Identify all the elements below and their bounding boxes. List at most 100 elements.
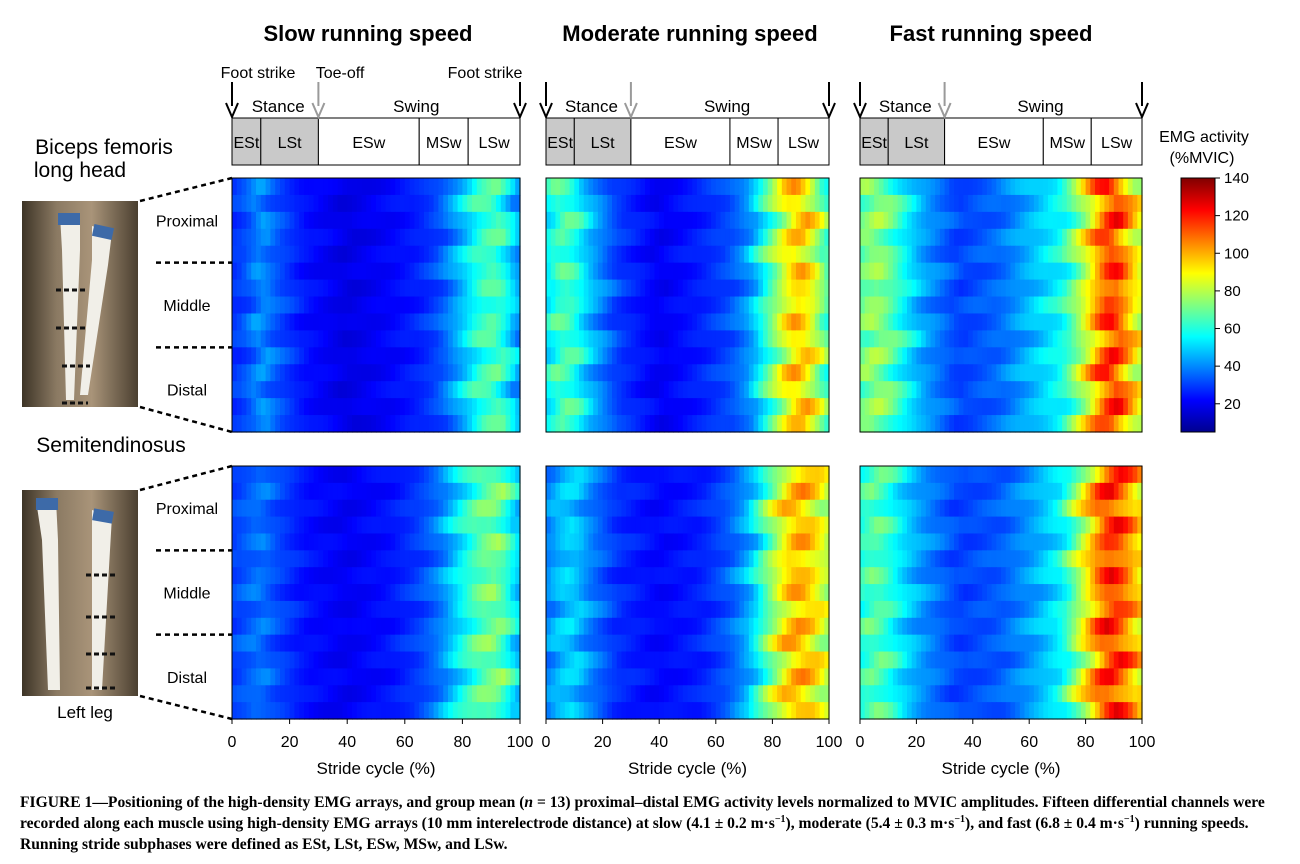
- x-tick-label: 100: [816, 734, 843, 751]
- region-label-proximal: Proximal: [156, 501, 218, 518]
- subphase-label-msw: MSw: [1049, 135, 1085, 152]
- photo-label-left-leg: Left leg: [57, 703, 113, 722]
- heatmap-semitendinosus-slow: [231, 465, 521, 720]
- x-tick-label: 20: [281, 734, 299, 751]
- leg-photo-bottom: [22, 490, 138, 696]
- x-tick-label: 20: [594, 734, 612, 751]
- toe-off-arrow: [937, 82, 952, 120]
- figure-caption: FIGURE 1—Positioning of the high-density…: [20, 794, 1265, 853]
- region-label-proximal: Proximal: [156, 213, 218, 230]
- x-tick-label: 0: [542, 734, 551, 751]
- colorbar: [1180, 177, 1216, 433]
- subphase-label-est: ESt: [234, 135, 260, 152]
- subphase-box-msw: [1042, 117, 1092, 166]
- colorbar-title-line1: EMG activity: [1159, 129, 1249, 146]
- subphase-box-msw: [729, 117, 779, 166]
- foot-strike-label-start: Foot strike: [221, 65, 296, 82]
- x-axis-1: 0 20 40 60 80 100 Stride cycle (%): [542, 719, 843, 778]
- x-axis-0: 0 20 40 60 80 100 Stride cycle (%): [228, 719, 534, 778]
- x-tick-label: 20: [908, 734, 926, 751]
- heatmap-biceps-moderate: [545, 177, 830, 433]
- x-tick-label: 80: [1077, 734, 1095, 751]
- stance-label: Stance: [879, 97, 932, 116]
- swing-label: Swing: [1017, 97, 1063, 116]
- x-axis-label: Stride cycle (%): [941, 759, 1060, 778]
- subphase-label-lst: LSt: [591, 135, 616, 152]
- region-label-middle: Middle: [163, 298, 210, 315]
- connector-bottom-lower: [139, 694, 233, 721]
- subphase-box-lsw: [467, 117, 521, 166]
- x-tick-label: 0: [856, 734, 865, 751]
- phase-header-1: ESt LSt ESw MSw LSw Stance Swing: [539, 82, 836, 166]
- x-tick-label: 80: [454, 734, 472, 751]
- x-tick-label: 40: [964, 734, 982, 751]
- speed-title-fast: Fast running speed: [890, 21, 1093, 46]
- heatmap-panels: [231, 177, 1143, 720]
- swing-label: Swing: [704, 97, 750, 116]
- foot-strike-arrow-end: [822, 82, 836, 120]
- speed-title-moderate: Moderate running speed: [562, 21, 817, 46]
- foot-strike-arrow-end: [513, 82, 527, 120]
- heatmap-semitendinosus-moderate: [545, 465, 830, 720]
- subphase-label-esw: ESw: [977, 135, 1010, 152]
- subphase-label-est: ESt: [547, 135, 573, 152]
- connector-bottom-upper: [139, 464, 233, 492]
- muscle-label-biceps-line1: Biceps femoris: [35, 136, 173, 159]
- subphase-box-msw: [418, 117, 469, 166]
- colorbar-tick-label: 20: [1224, 396, 1241, 413]
- colorbar-tick-label: 60: [1224, 321, 1241, 338]
- connector-top-lower: [139, 405, 233, 434]
- leg-photo-top: [22, 201, 138, 407]
- stance-label: Stance: [565, 97, 618, 116]
- region-labels: Proximal Middle Distal Proximal Middle Distal: [156, 213, 232, 687]
- heatmap-biceps-fast: [859, 177, 1143, 433]
- x-axis-label: Stride cycle (%): [316, 759, 435, 778]
- x-tick-label: 40: [650, 734, 668, 751]
- subphase-box-est: [231, 117, 262, 166]
- subphase-box-esw: [630, 117, 731, 166]
- stance-label: Stance: [252, 97, 305, 116]
- subphase-label-lst: LSt: [278, 135, 303, 152]
- subphase-label-msw: MSw: [426, 135, 462, 152]
- phase-header-0: ESt LSt ESw MSw LSw Stance Swing: [225, 82, 527, 166]
- heatmap-semitendinosus-fast: [859, 465, 1143, 720]
- subphase-box-lst: [573, 117, 632, 166]
- connector-top-upper: [139, 176, 233, 203]
- foot-strike-label-end: Foot strike: [448, 65, 523, 82]
- colorbar-tick-label: 100: [1224, 245, 1249, 262]
- foot-strike-arrow-start: [539, 82, 553, 120]
- subphase-label-est: ESt: [861, 135, 887, 152]
- subphase-label-lsw: LSw: [1101, 135, 1133, 152]
- subphase-label-lsw: LSw: [788, 135, 820, 152]
- x-axes: 0 20 40 60 80 100 Stride cycle (%) 0 20 40 60 80 100…: [228, 719, 1155, 778]
- region-label-middle: Middle: [163, 586, 210, 603]
- region-label-distal: Distal: [167, 670, 207, 687]
- muscle-label-biceps-line2: long head: [34, 159, 126, 182]
- subphase-label-msw: MSw: [736, 135, 772, 152]
- x-axis-label: Stride cycle (%): [628, 759, 747, 778]
- phase-header-2: ESt LSt ESw MSw LSw Stance Swing: [853, 82, 1149, 166]
- subphase-label-esw: ESw: [664, 135, 697, 152]
- toe-off-arrow: [311, 82, 326, 120]
- colorbar-tick-label: 40: [1224, 358, 1241, 375]
- subphase-box-lst: [260, 117, 319, 166]
- speed-title-slow: Slow running speed: [263, 21, 472, 46]
- subphase-box-est: [859, 117, 889, 166]
- x-tick-label: 100: [507, 734, 534, 751]
- subphase-box-est: [545, 117, 575, 166]
- toe-off-arrow: [623, 82, 638, 120]
- subphase-label-lsw: LSw: [479, 135, 511, 152]
- subphase-box-lsw: [1090, 117, 1143, 166]
- subphase-label-esw: ESw: [352, 135, 385, 152]
- foot-strike-arrow-start: [853, 82, 867, 120]
- phase-headers: ESt LSt ESw MSw LSw Stance Swing ESt LSt ESw MSw LS…: [225, 82, 1149, 166]
- x-tick-label: 60: [396, 734, 414, 751]
- colorbar-tick-label: 140: [1224, 170, 1249, 187]
- subphase-label-lst: LSt: [904, 135, 929, 152]
- colorbar-tick-label: 120: [1224, 208, 1249, 225]
- region-label-distal: Distal: [167, 383, 207, 400]
- x-axis-2: 0 20 40 60 80 100 Stride cycle (%): [856, 719, 1155, 778]
- muscle-label-semitendinosus: Semitendinosus: [36, 434, 185, 457]
- colorbar-title-line2: (%MVIC): [1170, 150, 1235, 167]
